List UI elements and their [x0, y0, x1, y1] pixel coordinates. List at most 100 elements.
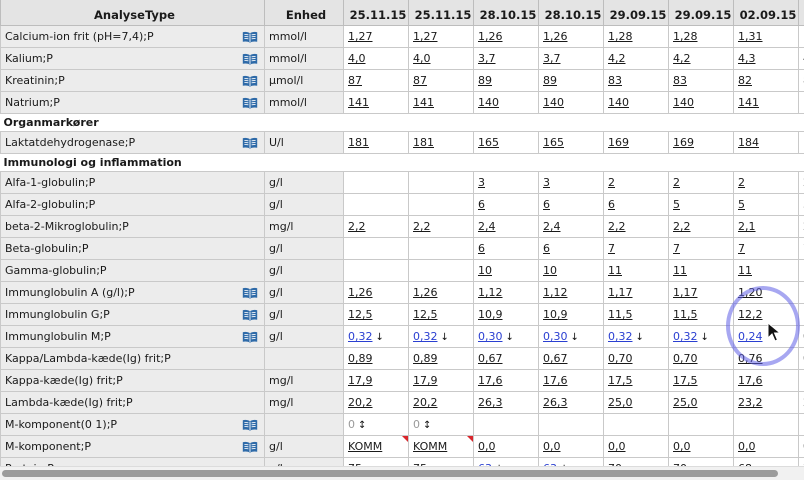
result-value-link[interactable]: 7	[738, 242, 745, 255]
result-value-link[interactable]: 87	[348, 74, 362, 87]
result-cell[interactable]: 0,30↓	[474, 326, 539, 348]
result-value-link[interactable]: 10,9	[478, 308, 503, 321]
result-cell[interactable]: 1,12	[539, 282, 604, 304]
result-cell[interactable]: 141	[344, 92, 409, 114]
result-value-link[interactable]: 0,0	[738, 440, 756, 453]
result-cell[interactable]: 2,2	[604, 216, 669, 238]
result-value-link[interactable]: 0	[413, 418, 420, 431]
result-cell[interactable]: 1,27	[409, 26, 474, 48]
result-value-link[interactable]: 0,76	[738, 352, 763, 365]
result-cell[interactable]: 6	[539, 194, 604, 216]
result-cell[interactable]: 89	[539, 70, 604, 92]
result-cell[interactable]: 2	[669, 172, 734, 194]
result-cell[interactable]: 17,5	[604, 370, 669, 392]
result-cell[interactable]: 0,76	[734, 348, 799, 370]
result-value-link[interactable]: 0,24	[738, 330, 763, 343]
result-value-link[interactable]: 11	[738, 264, 752, 277]
result-value-link[interactable]: 6	[543, 242, 550, 255]
result-value-link[interactable]: 0,32	[413, 330, 438, 343]
result-value-link[interactable]: 4,2	[673, 52, 691, 65]
result-cell[interactable]: 7	[669, 238, 734, 260]
book-icon[interactable]	[242, 287, 258, 299]
result-value-link[interactable]: 140	[608, 96, 629, 109]
result-value-link[interactable]: 20,2	[413, 396, 438, 409]
result-cell[interactable]: 0,0	[734, 436, 799, 458]
result-value-link[interactable]: 0,70	[673, 352, 698, 365]
result-cell[interactable]: 0,70	[669, 348, 734, 370]
result-cell[interactable]: 1,28	[669, 26, 734, 48]
book-icon[interactable]	[242, 97, 258, 109]
result-cell[interactable]: 0,67	[539, 348, 604, 370]
result-cell[interactable]: 181	[344, 132, 409, 154]
result-cell[interactable]: 1,12	[474, 282, 539, 304]
result-cell[interactable]: 141	[409, 92, 474, 114]
result-value-link[interactable]: 140	[478, 96, 499, 109]
result-value-link[interactable]: 181	[348, 136, 369, 149]
column-header-date[interactable]: 29.09.15	[604, 0, 669, 26]
result-value-link[interactable]: 181	[413, 136, 434, 149]
result-value-link[interactable]: 141	[413, 96, 434, 109]
result-cell[interactable]: 181	[409, 132, 474, 154]
result-value-link[interactable]: 11	[673, 264, 687, 277]
result-value-link[interactable]: 89	[478, 74, 492, 87]
result-cell[interactable]: 5	[734, 194, 799, 216]
result-cell[interactable]: 17,6	[734, 370, 799, 392]
result-cell[interactable]: 140	[604, 92, 669, 114]
result-cell[interactable]: 1,17	[669, 282, 734, 304]
result-value-link[interactable]: 10	[543, 264, 557, 277]
result-value-link[interactable]: 2	[608, 176, 615, 189]
result-value-link[interactable]: 26,3	[478, 396, 503, 409]
result-cell[interactable]: 17,5	[669, 370, 734, 392]
result-cell[interactable]: 2,2	[409, 216, 474, 238]
result-value-link[interactable]: 1,27	[413, 30, 438, 43]
book-icon[interactable]	[242, 419, 258, 431]
result-cell[interactable]: 17,9	[409, 370, 474, 392]
result-cell[interactable]: 63↓	[474, 458, 539, 467]
book-icon[interactable]	[242, 309, 258, 321]
result-cell[interactable]: 0↕	[409, 414, 474, 436]
result-value-link[interactable]: 17,9	[413, 374, 438, 387]
result-cell[interactable]: 169	[669, 132, 734, 154]
result-cell[interactable]: 6	[604, 194, 669, 216]
book-icon[interactable]	[242, 31, 258, 43]
result-value-link[interactable]: 3,7	[543, 52, 561, 65]
result-cell[interactable]: 87	[344, 70, 409, 92]
result-value-link[interactable]: 1,31	[738, 30, 763, 43]
result-cell[interactable]: 1,17	[604, 282, 669, 304]
result-value-link[interactable]: KOMM	[348, 440, 382, 453]
result-cell[interactable]: 10,9	[474, 304, 539, 326]
result-value-link[interactable]: 2	[673, 176, 680, 189]
result-value-link[interactable]: 1,12	[478, 286, 503, 299]
result-value-link[interactable]: 4,3	[738, 52, 756, 65]
result-cell[interactable]: 25,0	[604, 392, 669, 414]
result-value-link[interactable]: 12,5	[413, 308, 438, 321]
result-cell[interactable]: 3	[474, 172, 539, 194]
result-value-link[interactable]: 0,0	[673, 440, 691, 453]
result-value-link[interactable]: 17,6	[738, 374, 763, 387]
column-header-date[interactable]: 29.09.15	[669, 0, 734, 26]
result-cell[interactable]: 82	[734, 70, 799, 92]
result-cell[interactable]: 11	[669, 260, 734, 282]
result-cell[interactable]: 3	[539, 172, 604, 194]
result-cell[interactable]: 1,28	[604, 26, 669, 48]
result-cell[interactable]: 4,2	[669, 48, 734, 70]
result-value-link[interactable]: 3	[543, 176, 550, 189]
result-value-link[interactable]: 17,6	[543, 374, 568, 387]
result-value-link[interactable]: 0,67	[478, 352, 503, 365]
result-cell[interactable]: 17,6	[474, 370, 539, 392]
result-cell[interactable]: 0,89	[409, 348, 474, 370]
result-value-link[interactable]: 10	[478, 264, 492, 277]
result-value-link[interactable]: 89	[543, 74, 557, 87]
result-cell[interactable]: 87	[409, 70, 474, 92]
result-cell[interactable]: 7	[734, 238, 799, 260]
result-value-link[interactable]: 25,0	[608, 396, 633, 409]
result-value-link[interactable]: 0,67	[543, 352, 568, 365]
result-cell[interactable]: 1,31	[734, 26, 799, 48]
result-value-link[interactable]: 1,12	[543, 286, 568, 299]
result-cell[interactable]: 26,3	[539, 392, 604, 414]
result-value-link[interactable]: 141	[348, 96, 369, 109]
result-value-link[interactable]: 83	[673, 74, 687, 87]
result-value-link[interactable]: 165	[478, 136, 499, 149]
result-value-link[interactable]: 11	[608, 264, 622, 277]
result-cell[interactable]: 6	[539, 238, 604, 260]
